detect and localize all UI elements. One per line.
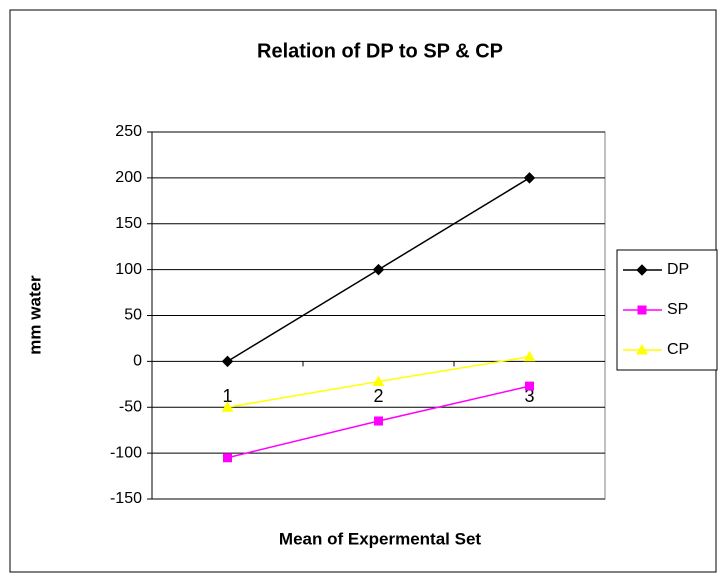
data-point: [221, 401, 234, 412]
chart-title: Relation of DP to SP & CP: [257, 40, 503, 62]
x-tick-label: 2: [373, 386, 383, 406]
data-point: [223, 453, 232, 463]
data-point: [221, 355, 234, 368]
data-point: [525, 381, 534, 391]
data-point: [523, 172, 536, 184]
data-point: [523, 350, 536, 362]
legend-label: SP: [667, 301, 688, 318]
y-tick-label: -50: [119, 398, 142, 415]
y-tick-label: 100: [115, 261, 142, 278]
legend-label: CP: [667, 341, 689, 358]
data-point: [372, 375, 385, 387]
x-tick-label: 3: [524, 386, 534, 406]
data-point: [372, 263, 385, 276]
y-tick-label: 50: [124, 307, 142, 324]
legend-marker: [636, 343, 648, 355]
x-tick-label: 1: [222, 386, 232, 406]
legend-marker: [636, 264, 648, 276]
y-tick-label: -150: [110, 490, 142, 507]
y-tick-label: 250: [115, 123, 142, 140]
y-tick-label: 0: [133, 353, 142, 370]
x-axis-title: Mean of Expermental Set: [279, 529, 482, 548]
data-point: [374, 416, 383, 426]
y-tick-label: -100: [110, 444, 142, 461]
y-tick-label: 150: [115, 215, 142, 232]
y-axis-title: mm water: [25, 275, 44, 355]
legend-marker: [637, 305, 647, 315]
y-tick-label: 200: [115, 169, 142, 186]
legend-label: DP: [667, 261, 689, 278]
